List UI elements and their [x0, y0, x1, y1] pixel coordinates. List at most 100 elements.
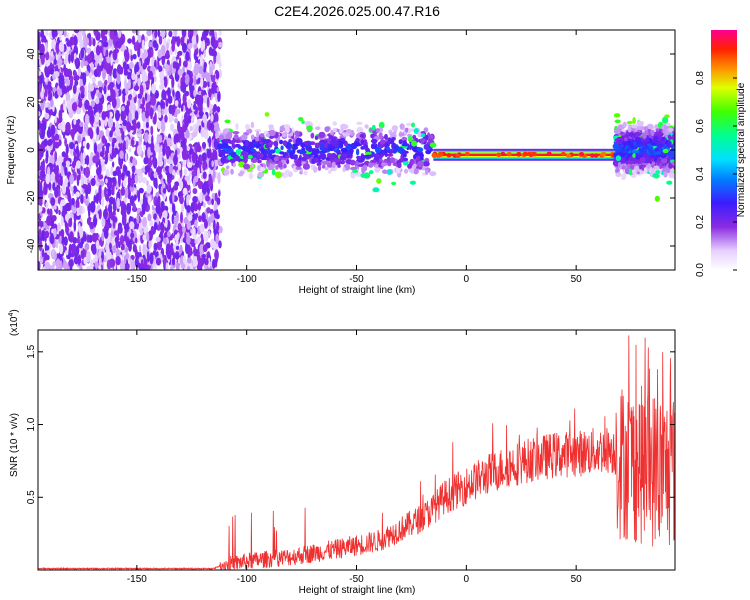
heatmap-band-cell [352, 169, 359, 173]
heatmap-noise-cell [80, 152, 83, 165]
heatmap-band-cell [405, 127, 409, 133]
heatmap-band-cell [248, 172, 254, 180]
heatmap-band-cell [386, 156, 391, 162]
heatmap-noise-cell [59, 235, 62, 243]
heatmap-noise-cell [39, 43, 45, 56]
heatmap-noise-cell [184, 175, 190, 181]
heatmap-noise-cell [186, 61, 192, 71]
heatmap-noise-cell [93, 142, 98, 155]
heatmap-band-cell [305, 140, 312, 146]
heatmap-noise-cell [149, 252, 154, 265]
heatmap-noise-cell [134, 257, 140, 268]
heatmap-noise-cell [156, 121, 162, 130]
heatmap-noise-cell [53, 71, 60, 78]
heatmap-noise-cell [113, 230, 119, 236]
heatmap-band-cell [235, 149, 242, 155]
heatmap-noise-cell [126, 120, 132, 133]
heatmap-band-cell [375, 128, 380, 133]
heatmap-noise-cell [122, 119, 128, 127]
heatmap-band-cell [332, 127, 337, 133]
heatmap-noise-cell [189, 247, 193, 256]
heatmap-band-cell [364, 124, 369, 129]
heatmap-noise-cell [89, 221, 95, 230]
heatmap-band-cell [615, 172, 622, 178]
heatmap-noise-cell [96, 126, 100, 136]
heatmap-noise-cell [200, 127, 205, 138]
heatmap-noise-cell [124, 152, 128, 163]
y-tick-label: -20 [26, 190, 37, 205]
heatmap-band-cell [294, 130, 300, 137]
heatmap-noise-cell [218, 190, 221, 197]
heatmap-noise-cell [191, 151, 197, 164]
heatmap-band-cell [634, 136, 642, 143]
heatmap-noise-cell [70, 75, 74, 87]
heatmap-noise-cell [152, 40, 158, 48]
heatmap-noise-cell [115, 128, 121, 137]
colorbar-label: Normalized spectral amplitude [736, 82, 747, 217]
heatmap-noise-cell [98, 208, 102, 220]
heatmap-band-cell [310, 132, 315, 139]
heatmap-band-cell [316, 148, 320, 154]
heatmap-noise-cell [172, 142, 176, 149]
heatmap-noise-cell [176, 169, 180, 176]
heatmap-noise-cell [211, 160, 215, 168]
heatmap-band-cell [398, 139, 403, 145]
heatmap-noise-cell [179, 244, 183, 254]
heatmap-line-cell [446, 153, 452, 158]
heatmap-noise-cell [68, 53, 71, 64]
heatmap-band-cell [620, 148, 628, 153]
heatmap-band-cell [315, 126, 321, 130]
heatmap-noise-cell [44, 230, 50, 239]
heatmap-noise-cell [165, 262, 169, 270]
heatmap-band-cell [255, 137, 260, 142]
heatmap-band-cell [653, 136, 659, 140]
heatmap-noise-cell [75, 191, 80, 198]
heatmap-noise-cell [202, 171, 207, 179]
heatmap-noise-cell [144, 165, 150, 173]
heatmap-noise-cell [145, 121, 149, 129]
heatmap-band-cell [662, 168, 669, 173]
heatmap-noise-cell [141, 204, 146, 215]
heatmap-noise-cell [174, 100, 179, 107]
heatmap-noise-cell [193, 89, 197, 98]
heatmap-band-cell [298, 117, 304, 122]
heatmap-band-cell [265, 133, 271, 138]
heatmap-band-cell [256, 155, 261, 161]
heatmap-noise-cell [67, 181, 71, 188]
heatmap-noise-cell [39, 124, 43, 129]
heatmap-noise-cell [159, 71, 165, 80]
heatmap-noise-cell [132, 264, 136, 270]
heatmap-noise-cell [191, 230, 196, 236]
heatmap-noise-cell [153, 175, 158, 188]
heatmap-noise-cell [80, 47, 85, 59]
heatmap-noise-cell [91, 232, 98, 243]
heatmap-band-cell [632, 117, 636, 124]
heatmap-noise-cell [132, 89, 136, 98]
snr-y-scale-exponent: 4 [8, 313, 15, 317]
heatmap-band-cell [277, 160, 283, 168]
heatmap-y-label: Frequency (Hz) [6, 116, 17, 185]
heatmap-band-cell [378, 121, 385, 129]
heatmap-noise-cell [191, 30, 194, 38]
heatmap-band-cell [361, 166, 365, 174]
heatmap-noise-cell [45, 150, 49, 161]
heatmap-noise-cell [123, 69, 129, 76]
heatmap-noise-cell [144, 92, 148, 101]
heatmap-band-cell [342, 166, 346, 173]
heatmap-band-cell [288, 139, 293, 143]
heatmap-band-cell [399, 123, 405, 130]
heatmap-noise-cell [49, 155, 55, 166]
heatmap-noise-cell [201, 152, 207, 162]
heatmap-noise-cell [54, 186, 59, 198]
heatmap-noise-cell [174, 48, 177, 56]
heatmap-noise-cell [180, 139, 185, 147]
heatmap-noise-cell [73, 220, 77, 232]
heatmap-noise-cell [185, 51, 190, 62]
heatmap-noise-cell [184, 230, 187, 241]
heatmap-band-cell [627, 125, 632, 133]
heatmap-noise-cell [178, 177, 182, 184]
heatmap-band-cell [613, 128, 622, 135]
heatmap-noise-cell [143, 144, 146, 151]
heatmap-noise-cell [189, 34, 192, 42]
heatmap-line-cell [579, 152, 585, 157]
